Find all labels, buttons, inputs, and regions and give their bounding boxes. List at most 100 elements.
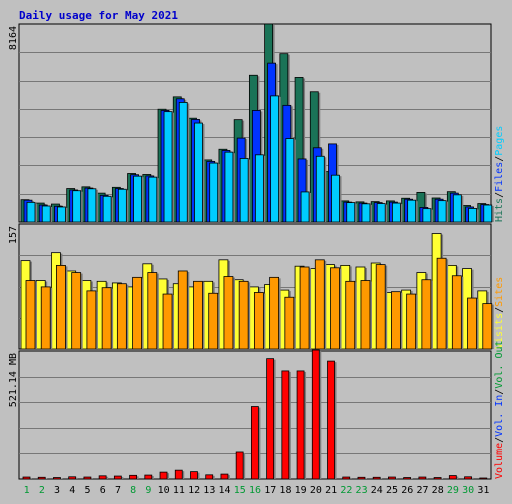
legend-files: Files bbox=[494, 162, 505, 192]
bar-volume-day-1 bbox=[23, 477, 30, 479]
bar-sites-day-20 bbox=[315, 260, 324, 349]
bar-pages-day-21 bbox=[332, 175, 340, 222]
bar-pages-day-12 bbox=[194, 123, 202, 222]
bar-pages-day-25 bbox=[392, 203, 400, 222]
right-label-visits-sites: Visits/Sites bbox=[494, 277, 505, 349]
bar-volume-day-30 bbox=[465, 477, 472, 479]
bar-sites-day-2 bbox=[41, 287, 50, 349]
bar-sites-day-30 bbox=[468, 298, 477, 349]
bar-volume-day-19 bbox=[297, 371, 304, 479]
bar-volume-day-14 bbox=[221, 474, 228, 479]
x-tick-day-2: 2 bbox=[39, 485, 45, 496]
y-max-label: 157 bbox=[8, 226, 19, 244]
bar-volume-day-4 bbox=[69, 477, 76, 479]
panel-hits-files-pages: 8164 bbox=[8, 24, 494, 222]
x-tick-day-1: 1 bbox=[24, 485, 30, 496]
bar-pages-day-23 bbox=[362, 204, 370, 222]
x-tick-day-28: 28 bbox=[432, 485, 444, 496]
x-tick-day-21: 21 bbox=[325, 485, 337, 496]
bar-pages-day-2 bbox=[42, 206, 50, 222]
bar-pages-day-10 bbox=[164, 112, 172, 222]
x-tick-day-26: 26 bbox=[401, 485, 413, 496]
x-tick-day-20: 20 bbox=[310, 485, 322, 496]
bar-pages-day-15 bbox=[240, 158, 248, 222]
legend-vol-out: Vol. Out bbox=[494, 340, 505, 388]
x-tick-day-19: 19 bbox=[295, 485, 307, 496]
x-tick-day-27: 27 bbox=[416, 485, 428, 496]
bar-pages-day-16 bbox=[255, 155, 263, 222]
legend-hits: Hits bbox=[494, 198, 505, 222]
bar-volume-day-29 bbox=[449, 476, 456, 479]
bar-sites-day-15 bbox=[239, 281, 248, 349]
bar-sites-day-4 bbox=[72, 273, 81, 349]
chart-panels: 8164 157 521.14 MB bbox=[8, 24, 494, 479]
bar-sites-day-25 bbox=[391, 292, 400, 349]
bar-sites-day-8 bbox=[133, 277, 142, 349]
bar-volume-day-11 bbox=[175, 470, 182, 479]
x-tick-day-24: 24 bbox=[371, 485, 383, 496]
bar-sites-day-19 bbox=[300, 267, 309, 349]
bar-volume-day-24 bbox=[373, 477, 380, 479]
bar-sites-day-28 bbox=[437, 258, 446, 349]
bar-pages-day-31 bbox=[484, 205, 492, 222]
bar-volume-day-25 bbox=[388, 477, 395, 479]
bar-pages-day-26 bbox=[408, 200, 416, 222]
y-max-label: 521.14 MB bbox=[8, 353, 19, 407]
bar-pages-day-18 bbox=[286, 139, 294, 222]
bar-volume-day-17 bbox=[267, 359, 274, 479]
x-tick-day-29: 29 bbox=[447, 485, 459, 496]
legend-sites: Sites bbox=[494, 277, 505, 307]
panel-volume: 521.14 MB bbox=[8, 350, 491, 479]
bar-pages-day-3 bbox=[57, 207, 65, 222]
bar-sites-day-13 bbox=[209, 293, 218, 349]
x-tick-day-14: 14 bbox=[219, 485, 231, 496]
legend-volume: Volume bbox=[494, 443, 505, 479]
bar-volume-day-21 bbox=[328, 361, 335, 479]
bar-pages-day-8 bbox=[134, 176, 142, 222]
panel-visits-sites: 157 bbox=[8, 224, 494, 349]
x-tick-day-10: 10 bbox=[158, 485, 170, 496]
right-legend-text: Visits/Sites bbox=[494, 277, 505, 349]
right-label-hits-files-pages: Hits/Files/Pages bbox=[494, 126, 505, 222]
bar-pages-day-14 bbox=[225, 152, 233, 222]
x-tick-day-5: 5 bbox=[85, 485, 91, 496]
x-tick-day-8: 8 bbox=[130, 485, 136, 496]
bar-volume-day-12 bbox=[190, 472, 197, 479]
bar-sites-day-11 bbox=[178, 271, 187, 349]
bar-sites-day-5 bbox=[87, 291, 96, 349]
bar-pages-day-30 bbox=[469, 208, 477, 222]
bar-sites-day-29 bbox=[452, 276, 461, 349]
bar-pages-day-9 bbox=[149, 177, 157, 222]
bar-volume-day-10 bbox=[160, 472, 167, 479]
bar-sites-day-1 bbox=[26, 281, 35, 349]
x-tick-day-4: 4 bbox=[69, 485, 75, 496]
bar-pages-day-29 bbox=[453, 195, 461, 222]
legend-vol-in: Vol. In bbox=[494, 395, 505, 437]
bar-volume-day-18 bbox=[282, 371, 289, 479]
bar-volume-day-5 bbox=[84, 477, 91, 479]
bar-sites-day-12 bbox=[193, 281, 202, 349]
bar-volume-day-3 bbox=[53, 478, 60, 479]
x-tick-day-22: 22 bbox=[340, 485, 352, 496]
bar-pages-day-20 bbox=[316, 156, 324, 222]
right-legend-text: Volume/Vol. In/Vol. Out bbox=[494, 340, 505, 479]
bar-volume-day-15 bbox=[236, 452, 243, 479]
legend-pages: Pages bbox=[494, 126, 505, 156]
x-tick-day-3: 3 bbox=[54, 485, 60, 496]
bar-volume-day-28 bbox=[434, 478, 441, 479]
bar-pages-day-5 bbox=[88, 189, 96, 222]
x-tick-day-30: 30 bbox=[462, 485, 474, 496]
bar-pages-day-24 bbox=[377, 204, 385, 222]
right-legend-text: Hits/Files/Pages bbox=[494, 126, 505, 222]
bar-sites-day-31 bbox=[483, 304, 492, 349]
bar-pages-day-6 bbox=[103, 196, 111, 222]
bar-sites-day-10 bbox=[163, 294, 172, 349]
x-tick-day-17: 17 bbox=[264, 485, 276, 496]
x-tick-day-13: 13 bbox=[203, 485, 215, 496]
bar-volume-day-26 bbox=[404, 478, 411, 479]
x-tick-day-18: 18 bbox=[279, 485, 291, 496]
x-tick-day-11: 11 bbox=[173, 485, 185, 496]
x-tick-day-7: 7 bbox=[115, 485, 121, 496]
